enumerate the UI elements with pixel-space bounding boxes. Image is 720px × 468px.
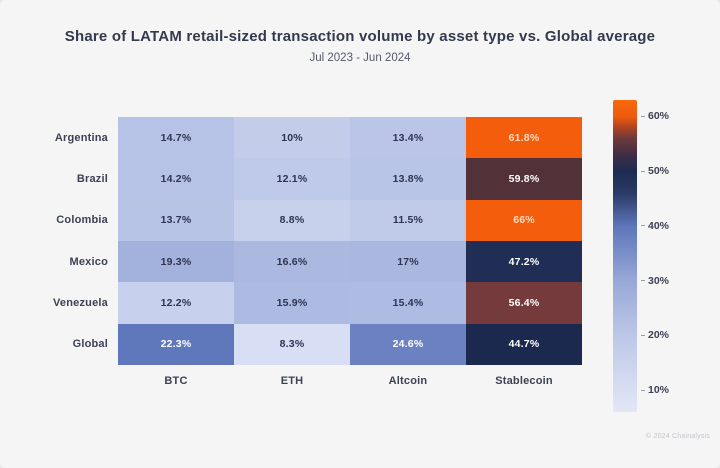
heatmap-cell: 61.8% [466,117,582,159]
heatmap-row-labels: Argentina Brazil Colombia Mexico Venezuela Gl… [0,117,108,365]
colorbar-tick: 10% [641,384,669,396]
column-label: Stablecoin [495,375,553,387]
heatmap-cell: 24.6% [350,323,466,365]
heatmap-cell: 13.8% [350,158,466,200]
tick-label: 20% [648,329,670,342]
row-label: Mexico [69,255,108,268]
heatmap-cell: 22.3% [118,323,234,365]
heatmap-cell: 12.1% [234,158,350,200]
attribution-text: © 2024 Chainalysis [645,433,710,440]
tick-mark [641,225,645,227]
heatmap-cell: 14.2% [118,158,234,200]
column-label: ETH [280,375,304,387]
heatmap-cell: 10% [234,117,350,159]
tick-mark [641,280,645,282]
heatmap-cell: 17% [350,240,466,283]
heatmap-cell: 13.4% [350,117,466,159]
tick-label: 30% [648,274,670,287]
colorbar-tick: 40% [641,220,669,232]
heatmap-cell: 15.4% [350,282,466,324]
heatmap-cell: 13.7% [118,199,234,241]
row-label: Global [72,338,108,351]
heatmap-cell: 44.7% [466,323,582,365]
heatmap-cell: 59.8% [466,158,582,200]
heatmap-column-labels: BTC ETH Altcoin Stablecoin [118,372,582,390]
column-label: Altcoin [388,375,428,387]
heatmap-cell: 8.8% [234,199,350,241]
tick-mark [641,170,645,172]
heatmap-cell: 66% [466,199,582,241]
heatmap-cell: 16.6% [234,240,350,283]
colorbar-tick: 30% [641,275,669,287]
heatmap-cell: 11.5% [350,199,466,241]
tick-mark [641,115,645,117]
chart-title: Share of LATAM retail-sized transaction … [64,28,656,45]
heatmap-cell: 47.2% [466,240,582,283]
row-label: Venezuela [53,296,108,309]
colorbar-tick: 60% [641,110,669,122]
row-label: Brazil [76,172,108,185]
heatmap-cell: 14.7% [118,117,234,159]
tick-label: 50% [648,165,670,178]
heatmap-cell: 19.3% [118,240,234,283]
tick-label: 60% [648,110,670,123]
heatmap-cell: 12.2% [118,282,234,324]
heatmap-cell: 15.9% [234,282,350,324]
colorbar-gradient [613,100,637,412]
chart-subtitle: Jul 2023 - Jun 2024 [309,52,411,64]
column-label: BTC [164,375,188,387]
heatmap-cell: 8.3% [234,323,350,365]
tick-label: 10% [648,384,670,397]
colorbar-tick: 50% [641,165,669,177]
tick-mark [641,334,645,336]
tick-label: 40% [648,219,670,232]
heatmap-grid: 14.7% 10% 13.4% 61.8% 14.2% 12.1% 13.8% 59.8% 13… [118,117,582,365]
colorbar-tick: 20% [641,329,669,341]
tick-mark [641,389,645,391]
row-label: Argentina [54,131,108,144]
heatmap-cell: 56.4% [466,282,582,324]
row-label: Colombia [56,214,108,227]
